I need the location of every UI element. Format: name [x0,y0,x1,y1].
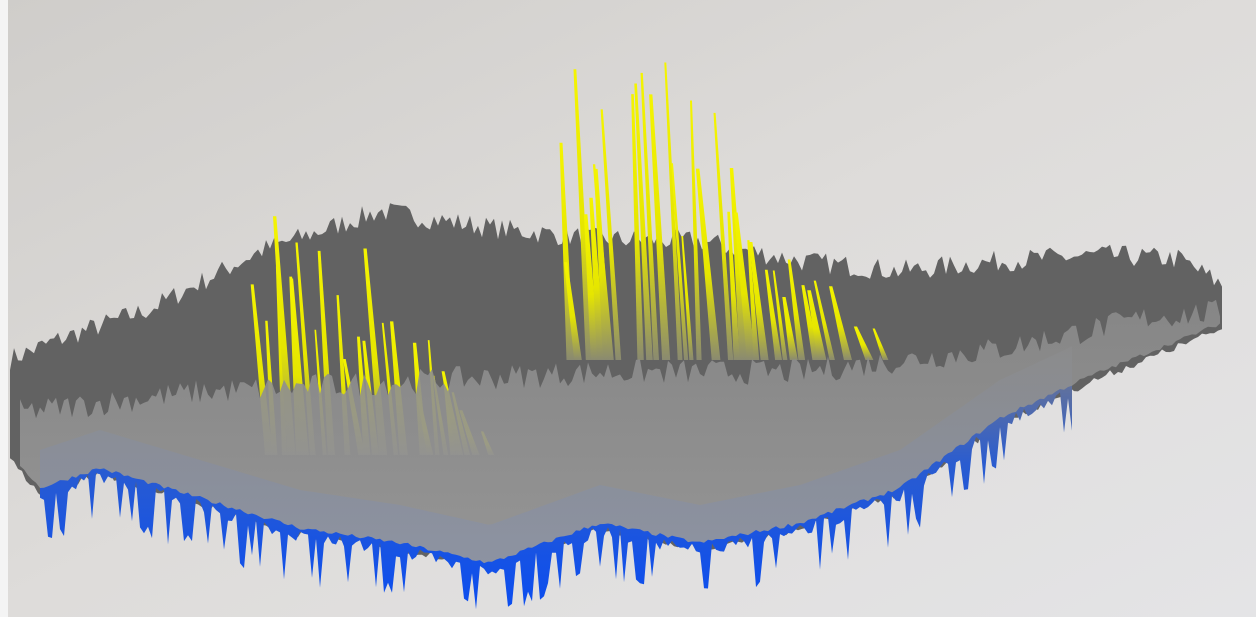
yellow-spike [671,163,689,360]
yellow-spike [782,297,798,360]
yellow-spike [872,328,889,360]
yellow-spike [695,168,721,360]
yellow-spike [600,109,622,361]
yellow-spike [807,290,827,360]
yellow-spike [634,83,653,360]
yellow-spike [690,100,702,360]
yellow-spike [734,212,756,360]
left-border [0,0,8,617]
yellow-spike [664,62,683,360]
yellow-spike [747,240,760,360]
mid-surface [20,299,1220,564]
yellow-spike [727,211,741,360]
yellow-spike [853,326,874,360]
yellow-spike [829,286,852,360]
yellow-spike [787,259,806,360]
yellow-spike [772,270,788,360]
yellow-spike [813,280,835,360]
yellow-spike [564,262,582,360]
yellow-spike [640,72,659,361]
yellow-spike [764,269,782,360]
terrain [10,62,1222,610]
yellow-spike [713,112,734,361]
yellow-spike [631,94,644,360]
yellow-spike [681,236,694,360]
yellow-spike [592,164,614,360]
yellow-spike [749,242,769,360]
yellow-spike [649,94,671,361]
